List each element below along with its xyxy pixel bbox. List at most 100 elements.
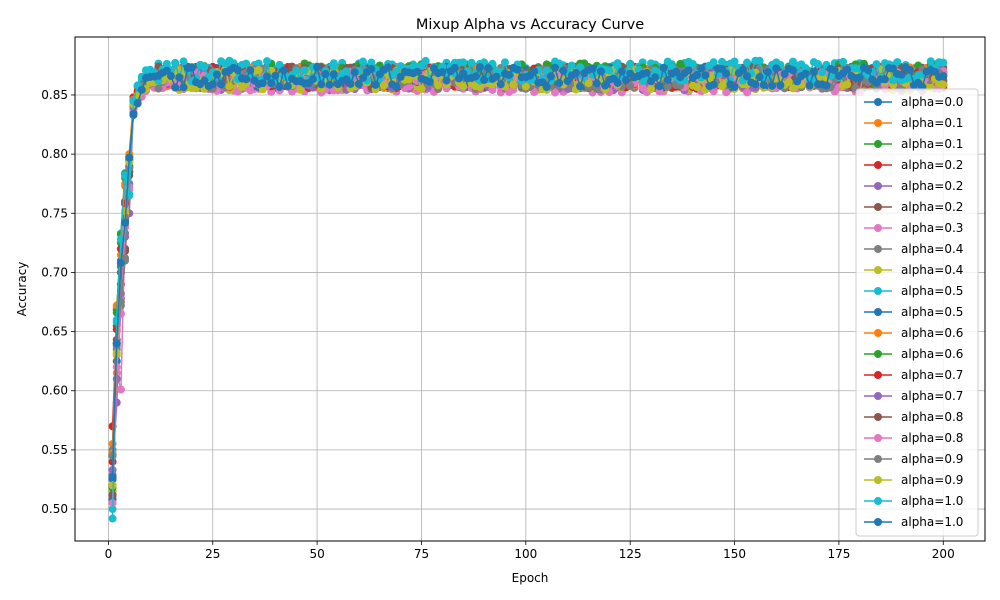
data-point <box>354 80 363 88</box>
data-point <box>755 56 764 65</box>
data-point <box>505 88 514 97</box>
data-point <box>763 68 772 77</box>
data-point <box>551 88 560 97</box>
data-point <box>684 66 693 75</box>
legend-marker <box>874 98 882 106</box>
data-point <box>521 82 530 91</box>
data-point <box>893 58 902 67</box>
legend-item: alpha=0.2 <box>864 179 963 193</box>
data-point <box>242 75 251 84</box>
data-point <box>784 77 793 86</box>
legend-item: alpha=0.5 <box>864 284 963 298</box>
legend-label: alpha=1.0 <box>901 494 963 508</box>
data-point <box>605 66 614 75</box>
data-point <box>167 72 176 81</box>
data-point <box>267 87 276 96</box>
legend-marker <box>874 434 882 442</box>
data-point <box>187 63 196 72</box>
legend-marker <box>874 224 882 232</box>
data-point <box>459 82 468 91</box>
data-point <box>179 83 188 92</box>
data-point <box>939 58 948 67</box>
data-point <box>743 72 752 81</box>
y-tick-label: 0.60 <box>41 384 68 398</box>
data-point <box>692 71 701 80</box>
data-point <box>571 68 580 77</box>
data-point <box>367 58 376 67</box>
legend-marker <box>874 266 882 274</box>
legend-item: alpha=0.4 <box>864 263 963 277</box>
data-point <box>359 57 368 66</box>
legend-label: alpha=0.8 <box>901 431 963 445</box>
legend-label: alpha=0.4 <box>901 263 963 277</box>
data-point <box>279 66 288 75</box>
data-point <box>655 82 664 91</box>
data-point <box>530 67 539 76</box>
data-point <box>751 80 760 89</box>
data-point <box>809 67 818 76</box>
data-point <box>617 67 626 76</box>
data-point <box>626 81 635 90</box>
data-point <box>467 58 476 67</box>
data-point <box>484 64 493 73</box>
data-point <box>776 81 785 90</box>
x-tick-label: 25 <box>205 547 220 561</box>
x-tick-label: 100 <box>514 547 537 561</box>
data-point <box>367 65 376 74</box>
data-point <box>137 85 146 94</box>
data-point <box>588 64 597 73</box>
data-point <box>438 68 447 77</box>
data-point <box>743 88 752 97</box>
legend-item: alpha=0.6 <box>864 347 963 361</box>
data-point <box>384 63 393 72</box>
data-point <box>329 70 338 79</box>
legend-label: alpha=0.8 <box>901 410 963 424</box>
data-point <box>392 82 401 91</box>
data-point <box>379 81 388 90</box>
y-tick-label: 0.85 <box>41 88 68 102</box>
data-point <box>839 57 848 66</box>
data-point <box>822 81 831 90</box>
data-point <box>559 66 568 75</box>
legend-item: alpha=0.4 <box>864 242 963 256</box>
data-point <box>225 82 234 91</box>
legend-item: alpha=0.7 <box>864 389 963 403</box>
data-point <box>505 70 514 79</box>
y-tick-label: 0.70 <box>41 265 68 279</box>
data-point <box>939 72 948 81</box>
data-point <box>175 73 184 82</box>
legend-item: alpha=0.6 <box>864 326 963 340</box>
data-point <box>480 75 489 84</box>
data-point <box>246 86 255 95</box>
data-point <box>296 85 305 94</box>
legend-item: alpha=0.1 <box>864 116 963 130</box>
data-point <box>567 61 576 70</box>
data-point <box>321 70 330 79</box>
data-point <box>709 80 718 89</box>
data-point <box>897 70 906 79</box>
y-tick-label: 0.55 <box>41 443 68 457</box>
data-point <box>108 514 117 523</box>
legend-item: alpha=0.9 <box>864 473 963 487</box>
legend-label: alpha=0.9 <box>901 473 963 487</box>
chart-title: Mixup Alpha vs Accuracy Curve <box>416 17 644 33</box>
data-point <box>642 68 651 77</box>
data-point <box>626 60 635 69</box>
x-tick-label: 175 <box>827 547 850 561</box>
data-point <box>125 153 134 162</box>
data-point <box>342 67 351 76</box>
legend-marker <box>874 203 882 211</box>
data-point <box>179 57 188 66</box>
legend-label: alpha=0.3 <box>901 221 963 235</box>
data-point <box>542 66 551 75</box>
data-point <box>592 85 601 93</box>
data-point <box>133 99 142 108</box>
data-point <box>688 59 697 68</box>
legend-item: alpha=0.3 <box>864 221 963 235</box>
data-point <box>509 80 518 89</box>
data-point <box>371 80 380 89</box>
legend-marker <box>874 308 882 316</box>
x-tick-label: 150 <box>723 547 746 561</box>
legend-marker <box>874 476 882 484</box>
